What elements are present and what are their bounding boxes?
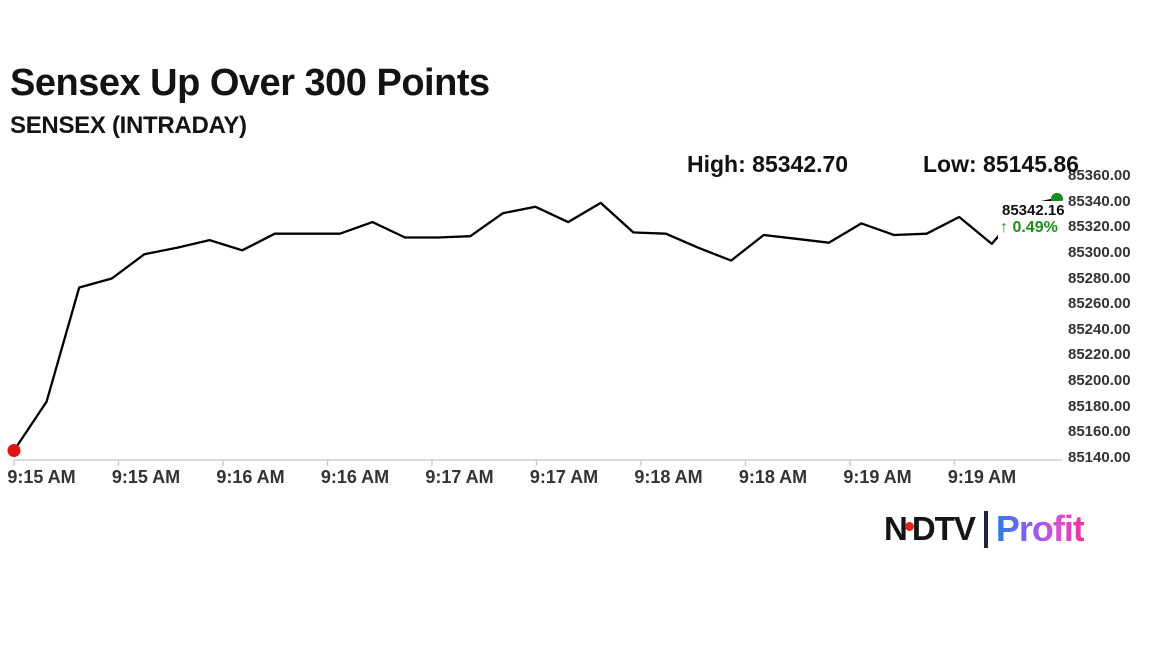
- y-axis-tick-label: 85360.00: [1068, 167, 1131, 184]
- x-axis-tick-label: 9:16 AM: [216, 467, 285, 487]
- y-axis-tick-label: 85200.00: [1068, 372, 1131, 390]
- low-value-label: Low: 85145.86: [923, 151, 1079, 177]
- ndtv-wordmark: N DTV: [884, 510, 976, 548]
- y-axis-tick-label: 85160.00: [1068, 423, 1131, 441]
- x-axis-tick-label: 9:18 AM: [634, 467, 703, 487]
- x-axis-tick-label: 9:19 AM: [947, 467, 1017, 487]
- y-axis-tick-label: 85240.00: [1068, 320, 1131, 338]
- high-value-label: High: 85342.70: [687, 151, 849, 177]
- ndtv-letter-n: N: [884, 510, 908, 547]
- x-axis-tick-label: 9:17 AM: [425, 467, 494, 487]
- y-axis-tick-label: 85260.00: [1068, 295, 1131, 313]
- chart-subtitle: SENSEX (INTRADAY): [10, 112, 247, 139]
- price-line: [12, 197, 1059, 452]
- ndtv-profit-logo: N DTV Profit: [884, 506, 1085, 552]
- y-axis-tick-label: 85180.00: [1068, 397, 1131, 415]
- page-title: Sensex Up Over 300 Points: [10, 62, 490, 104]
- y-axis-tick-label: 85340.00: [1068, 192, 1131, 210]
- x-axis-tick-label: 9:15 AM: [111, 467, 181, 487]
- last-price-label: 85342.16: [1000, 201, 1067, 220]
- ndtv-letters-dtv: DTV: [911, 510, 976, 547]
- y-axis-tick-label: 85140.00: [1068, 449, 1131, 466]
- y-axis-tick-label: 85220.00: [1068, 346, 1131, 364]
- logo-separator: [983, 510, 988, 548]
- x-axis-tick-label: 9:16 AM: [320, 467, 390, 487]
- x-axis-tick-label: 9:19 AM: [843, 467, 912, 487]
- profit-wordmark: Profit: [995, 508, 1085, 549]
- change-percent-label: ↑ 0.49%: [998, 218, 1060, 238]
- y-axis-tick-label: 85280.00: [1068, 269, 1131, 287]
- y-axis-tick-label: 85300.00: [1068, 243, 1131, 261]
- y-axis-tick-label: 85320.00: [1068, 218, 1131, 236]
- x-axis-tick-label: 9:15 AM: [7, 467, 76, 487]
- session-start-dot: [7, 443, 21, 457]
- x-axis-tick-label: 9:17 AM: [529, 467, 599, 487]
- ndtv-red-dot-icon: [904, 522, 914, 531]
- x-axis-tick-label: 9:18 AM: [738, 467, 808, 487]
